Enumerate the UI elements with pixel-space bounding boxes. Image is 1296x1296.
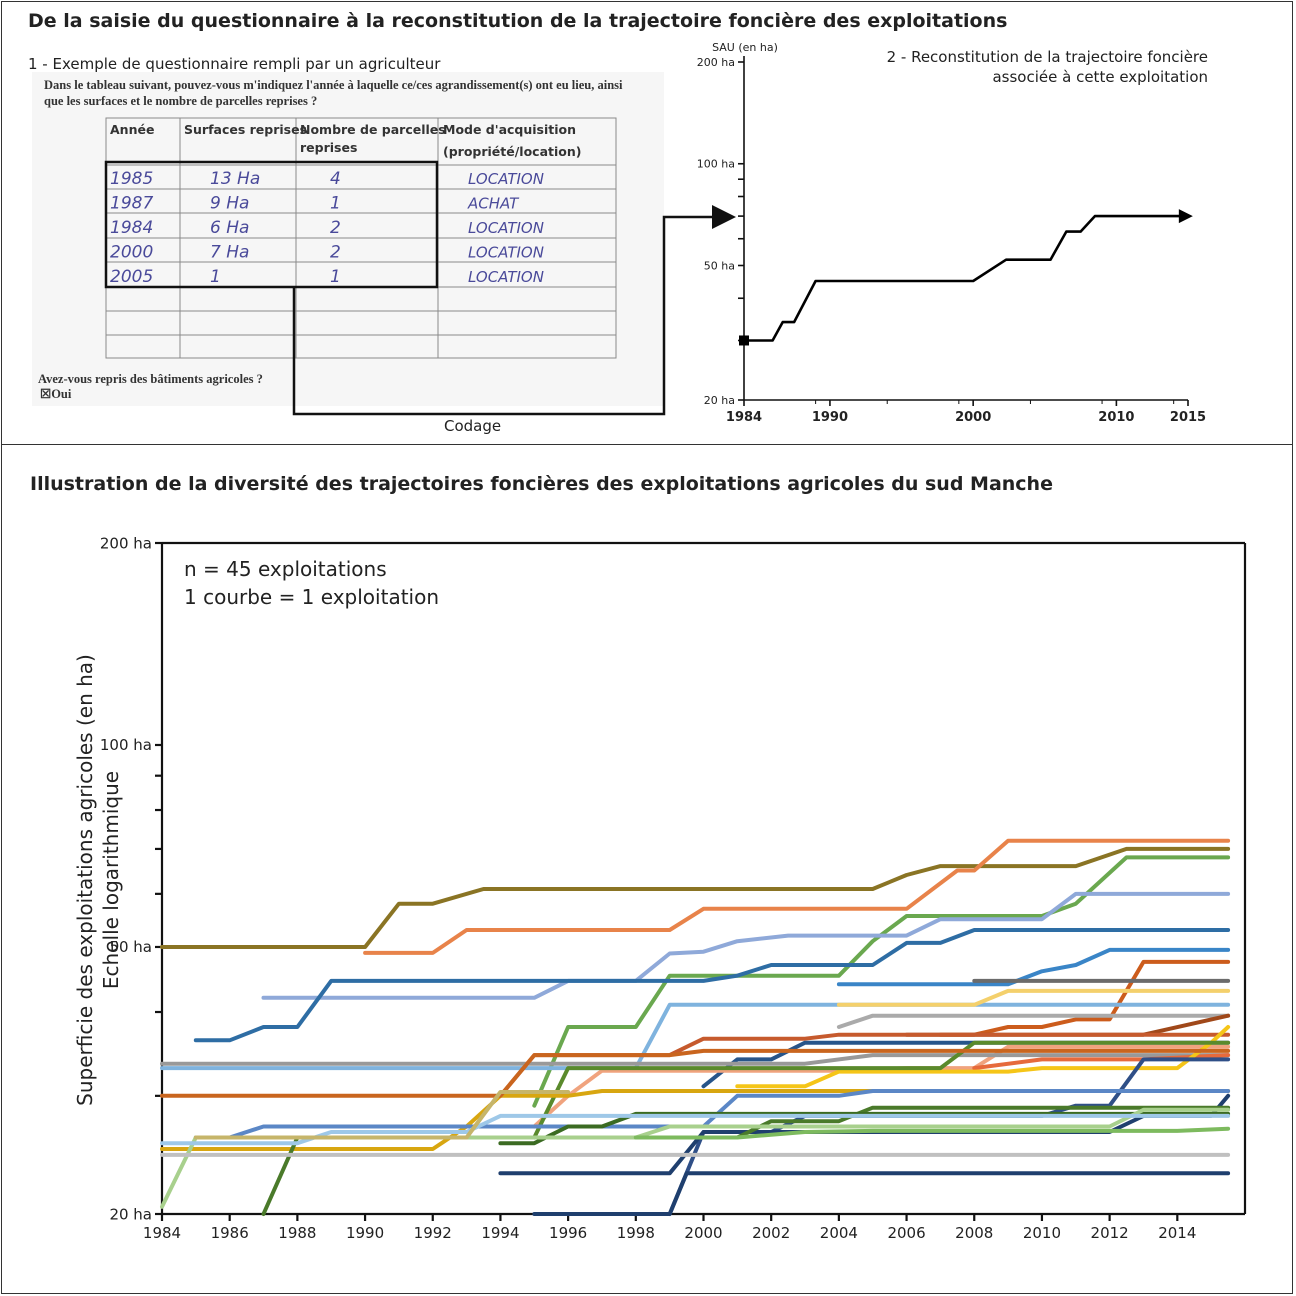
- q-cell-r2-c1: 6 Ha: [210, 218, 249, 238]
- x-tick-label: 1986: [211, 1224, 249, 1242]
- x-tick-label: 1990: [812, 410, 848, 425]
- series-line-27: [160, 1107, 1231, 1209]
- trajectory-end-arrow: [1178, 209, 1193, 224]
- q-cell-r3-c0: 2000: [110, 243, 153, 263]
- step2-label-line2: associée à cette exploitation: [992, 68, 1208, 86]
- header-nombre-2: reprises: [300, 140, 357, 155]
- y-axis-title: SAU (en ha): [712, 41, 778, 54]
- codage-label: Codage: [444, 417, 502, 435]
- x-tick-label: 2006: [887, 1224, 925, 1242]
- y-tick-label: 200 ha: [697, 56, 735, 69]
- series-line-0: [160, 846, 1231, 949]
- q-cell-r0-c2: 4: [330, 169, 341, 189]
- annotation-curve: 1 courbe = 1 exploitation: [184, 585, 439, 609]
- series-line-16: [972, 1053, 1231, 1071]
- series-line-5: [836, 947, 1231, 987]
- questionnaire-scan: Dans le tableau suivant, pouvez-vous m'i…: [32, 72, 664, 406]
- header-mode-2: (propriété/location): [443, 144, 581, 159]
- q-cell-r2-c3: LOCATION: [468, 219, 544, 237]
- header-mode: Mode d'acquisition: [443, 122, 576, 137]
- trajectory-start-marker: [739, 335, 749, 346]
- x-tick-label: 2015: [1170, 410, 1206, 425]
- header-annee: Année: [110, 122, 154, 137]
- q-cell-r0-c0: 1985: [110, 169, 153, 189]
- x-tick-label: 1988: [278, 1224, 316, 1242]
- x-tick-label: 1992: [414, 1224, 452, 1242]
- y-tick-label: 20 ha: [704, 394, 735, 407]
- y-tick-label: 20 ha: [109, 1205, 152, 1223]
- x-tick-label: 2012: [1091, 1224, 1129, 1242]
- step2-label-line1: 2 - Reconstitution de la trajectoire fon…: [886, 48, 1208, 66]
- x-tick-label: 2008: [955, 1224, 993, 1242]
- series-line-9: [836, 988, 1231, 1007]
- y-axis-subtitle: Echelle logarithmique: [99, 771, 123, 989]
- series-line-17: [735, 1025, 1231, 1089]
- x-tick-label: 2010: [1098, 410, 1134, 425]
- q-cell-r4-c0: 2005: [110, 267, 153, 287]
- q-cell-r4-c2: 1: [330, 267, 341, 287]
- q-cell-r1-c1: 9 Ha: [210, 194, 249, 214]
- series-line-20: [160, 1048, 1231, 1098]
- series-line-23: [532, 1171, 1231, 1216]
- series-line-30: [633, 1126, 1231, 1140]
- question-line1: Dans le tableau suivant, pouvez-vous m'i…: [44, 78, 623, 92]
- x-tick-label: 1994: [481, 1224, 519, 1242]
- series-line-11: [904, 1013, 1231, 1037]
- q-cell-r1-c2: 1: [330, 194, 341, 214]
- highlight-box: [104, 160, 439, 289]
- annotation-n: n = 45 exploitations: [184, 557, 387, 581]
- y-axis-title: Superficie des exploitations agricoles (…: [73, 654, 97, 1106]
- x-tick-label: 1990: [346, 1224, 384, 1242]
- series-line-0: [742, 214, 1183, 342]
- series-line-2: [532, 855, 1231, 1108]
- header-surfaces: Surfaces reprises: [184, 122, 307, 137]
- q-cell-r3-c2: 2: [330, 243, 341, 263]
- trajectory-chart-example: 20 ha 50 ha 100 ha 200 ha 1984 1990 2000 2010 20…: [697, 41, 1206, 425]
- x-tick-label: 2014: [1158, 1224, 1196, 1242]
- x-tick-label: 1996: [549, 1224, 587, 1242]
- bottom-title: Illustration de la diversité des traject…: [30, 473, 1053, 495]
- step1-label: 1 - Exemple de questionnaire rempli par …: [28, 55, 441, 73]
- series-line-25: [261, 1105, 1231, 1216]
- footer-answer: ☒Oui: [40, 387, 72, 401]
- q-cell-r2-c0: 1984: [110, 218, 153, 238]
- q-cell-r1-c0: 1987: [110, 194, 153, 214]
- bottom-panel: [1, 444, 1293, 1294]
- top-title: De la saisie du questionnaire à la recon…: [28, 10, 1008, 32]
- q-cell-r1-c3: ACHAT: [467, 195, 520, 213]
- codage-connector: [292, 215, 712, 416]
- x-tick-label: 1998: [617, 1224, 655, 1242]
- x-tick-label: 2010: [1023, 1224, 1061, 1242]
- question-line2: que les surfaces et le nombre de parcell…: [44, 94, 318, 108]
- y-tick-label: 50 ha: [109, 938, 152, 956]
- series-line-1: [363, 838, 1231, 955]
- y-tick-label: 50 ha: [704, 259, 735, 272]
- y-tick-label: 100 ha: [697, 158, 735, 171]
- series-line-31: [193, 1090, 571, 1140]
- x-tick-label: 2000: [955, 410, 991, 425]
- x-tick-label: 2000: [684, 1224, 722, 1242]
- q-cell-r0-c3: LOCATION: [468, 170, 544, 188]
- y-tick-label: 100 ha: [100, 736, 152, 754]
- series-line-4: [193, 928, 1231, 1043]
- q-cell-r4-c1: 1: [210, 267, 221, 287]
- q-cell-r4-c3: LOCATION: [468, 268, 544, 286]
- x-tick-label: 1984: [726, 410, 762, 425]
- q-cell-r0-c1: 13 Ha: [210, 169, 260, 189]
- x-tick-label: 1984: [143, 1224, 181, 1242]
- series-line-28: [160, 1113, 1231, 1146]
- footer-question: Avez-vous repris des bâtiments agricoles…: [38, 372, 263, 386]
- series-line-10: [836, 1013, 1231, 1029]
- x-tick-label: 2004: [820, 1224, 858, 1242]
- q-cell-r2-c2: 2: [330, 218, 341, 238]
- q-cell-r3-c3: LOCATION: [468, 244, 544, 262]
- q-cell-r3-c1: 7 Ha: [210, 243, 249, 263]
- x-tick-label: 2002: [752, 1224, 790, 1242]
- header-nombre: Nombre de parcelles: [300, 122, 446, 137]
- series-line-15: [160, 1053, 1231, 1066]
- connector-arrowhead: [712, 205, 736, 229]
- questionnaire-table: Année Surfaces reprises Nombre de parcel…: [104, 117, 736, 416]
- y-tick-label: 200 ha: [100, 534, 152, 552]
